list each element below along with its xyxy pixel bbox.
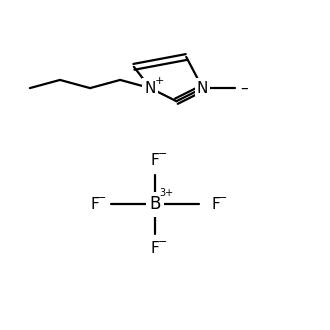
Text: N: N — [197, 81, 208, 96]
Text: −: − — [218, 193, 228, 203]
Text: −: − — [97, 193, 107, 203]
Text: −: − — [158, 237, 167, 247]
Text: F: F — [90, 197, 99, 212]
Text: 3+: 3+ — [160, 188, 174, 198]
Text: F: F — [151, 152, 160, 168]
Text: −: − — [158, 148, 167, 158]
Text: F: F — [151, 241, 160, 256]
Text: N: N — [145, 81, 156, 96]
Text: –: – — [241, 81, 248, 96]
Text: +: + — [154, 76, 164, 86]
Text: F: F — [211, 197, 220, 212]
Text: B: B — [149, 195, 161, 213]
